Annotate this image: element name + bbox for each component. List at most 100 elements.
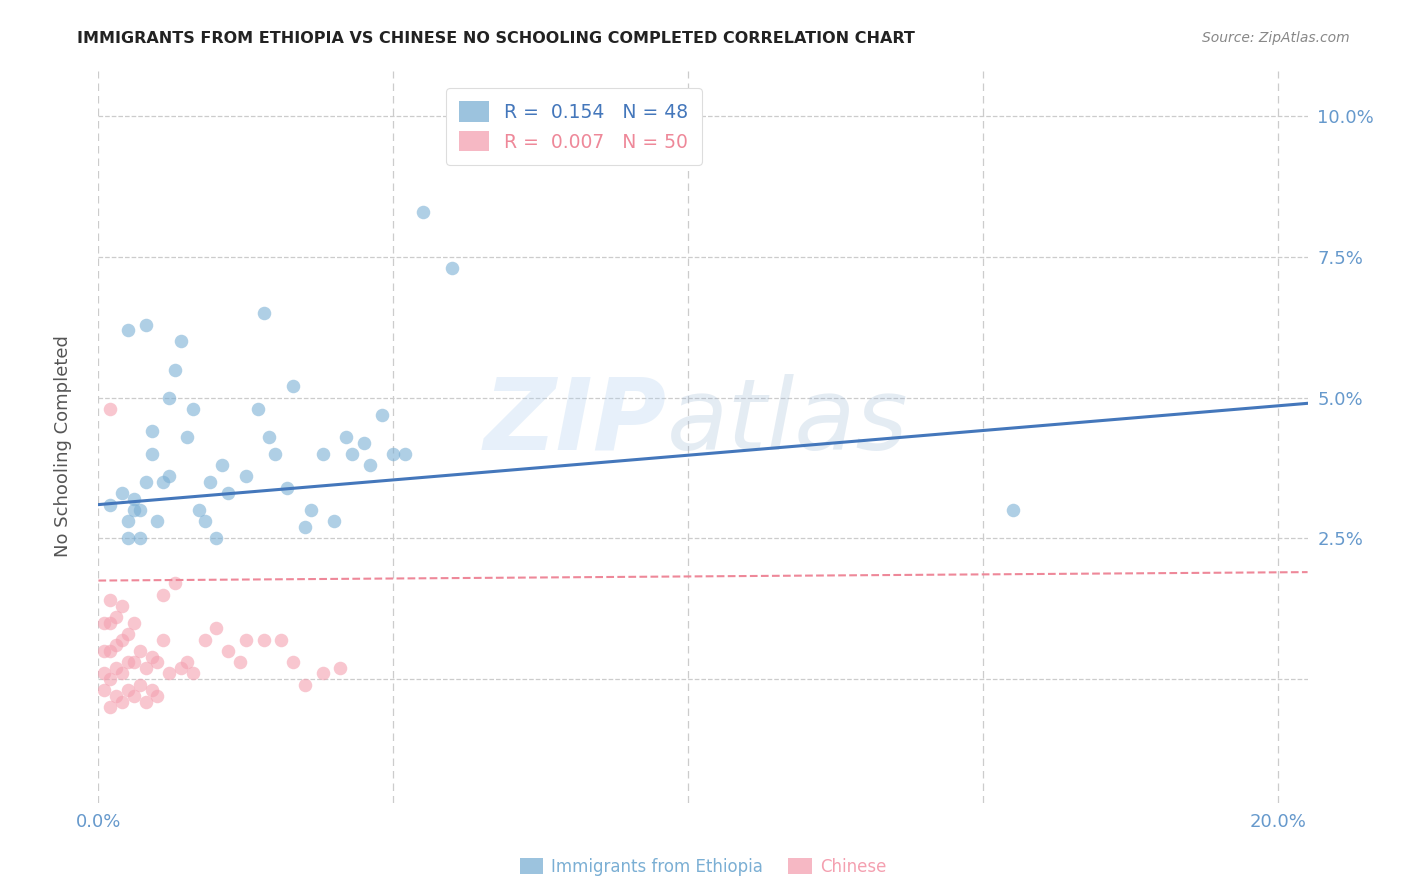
Point: [105, 638, 128, 652]
Point: [311, 666, 333, 681]
Text: ZIP: ZIP: [484, 374, 666, 471]
Point: [359, 458, 381, 473]
Point: [141, 683, 163, 698]
Point: [259, 430, 281, 444]
Point: [122, 689, 145, 703]
Point: [329, 661, 352, 675]
Point: [122, 655, 145, 669]
Point: [205, 532, 228, 546]
Point: [246, 401, 269, 416]
Point: [122, 615, 145, 630]
Point: [157, 666, 180, 681]
Point: [1001, 503, 1024, 517]
Point: [117, 655, 139, 669]
Point: [98, 644, 121, 658]
Point: [157, 469, 180, 483]
Point: [270, 632, 292, 647]
Point: [165, 576, 187, 591]
Point: [135, 318, 157, 332]
Point: [105, 661, 128, 675]
Point: [181, 666, 204, 681]
Point: [111, 486, 134, 500]
Point: [105, 610, 128, 624]
Text: No Schooling Completed: No Schooling Completed: [55, 335, 72, 557]
Point: [370, 408, 392, 422]
Point: [170, 661, 193, 675]
Point: [165, 362, 187, 376]
Text: Source: ZipAtlas.com: Source: ZipAtlas.com: [1202, 31, 1350, 45]
Point: [340, 447, 363, 461]
Point: [141, 447, 163, 461]
Point: [170, 334, 193, 349]
Point: [146, 655, 169, 669]
Point: [122, 503, 145, 517]
Point: [128, 644, 150, 658]
Point: [111, 632, 134, 647]
Point: [146, 515, 169, 529]
Point: [117, 515, 139, 529]
Point: [235, 632, 257, 647]
Point: [135, 475, 157, 489]
Point: [235, 469, 257, 483]
Point: [281, 655, 304, 669]
Point: [187, 503, 209, 517]
Point: [311, 447, 333, 461]
Point: [98, 672, 121, 686]
Point: [323, 515, 346, 529]
Point: [152, 632, 174, 647]
Point: [157, 391, 180, 405]
Point: [93, 644, 115, 658]
Point: [205, 621, 228, 635]
Point: [217, 644, 239, 658]
Point: [152, 475, 174, 489]
Point: [335, 430, 357, 444]
Point: [382, 447, 405, 461]
Point: [117, 323, 139, 337]
Point: [152, 588, 174, 602]
Point: [276, 481, 298, 495]
Point: [252, 306, 274, 320]
Point: [299, 503, 322, 517]
Point: [394, 447, 416, 461]
Point: [135, 694, 157, 708]
Point: [128, 503, 150, 517]
Point: [93, 666, 115, 681]
Point: [117, 627, 139, 641]
Point: [229, 655, 252, 669]
Point: [217, 486, 239, 500]
Point: [135, 661, 157, 675]
Point: [264, 447, 287, 461]
Point: [141, 425, 163, 439]
Point: [98, 700, 121, 714]
Text: atlas: atlas: [666, 374, 908, 471]
Point: [281, 379, 304, 393]
Point: [98, 401, 121, 416]
Point: [117, 683, 139, 698]
Point: [412, 205, 434, 219]
Point: [98, 593, 121, 607]
Point: [105, 689, 128, 703]
Point: [146, 689, 169, 703]
Point: [111, 599, 134, 613]
Point: [176, 430, 198, 444]
Point: [98, 615, 121, 630]
Point: [211, 458, 233, 473]
Point: [128, 532, 150, 546]
Point: [111, 666, 134, 681]
Point: [181, 401, 204, 416]
Point: [194, 632, 217, 647]
Point: [128, 678, 150, 692]
Point: [93, 615, 115, 630]
Point: [111, 694, 134, 708]
Point: [252, 632, 274, 647]
Legend: R =  0.154   N = 48, R =  0.007   N = 50: R = 0.154 N = 48, R = 0.007 N = 50: [446, 88, 702, 165]
Point: [353, 435, 375, 450]
Point: [176, 655, 198, 669]
Point: [294, 520, 316, 534]
Point: [194, 515, 217, 529]
Text: IMMIGRANTS FROM ETHIOPIA VS CHINESE NO SCHOOLING COMPLETED CORRELATION CHART: IMMIGRANTS FROM ETHIOPIA VS CHINESE NO S…: [77, 31, 915, 46]
Point: [117, 532, 139, 546]
Point: [93, 683, 115, 698]
Point: [141, 649, 163, 664]
Point: [441, 261, 464, 276]
